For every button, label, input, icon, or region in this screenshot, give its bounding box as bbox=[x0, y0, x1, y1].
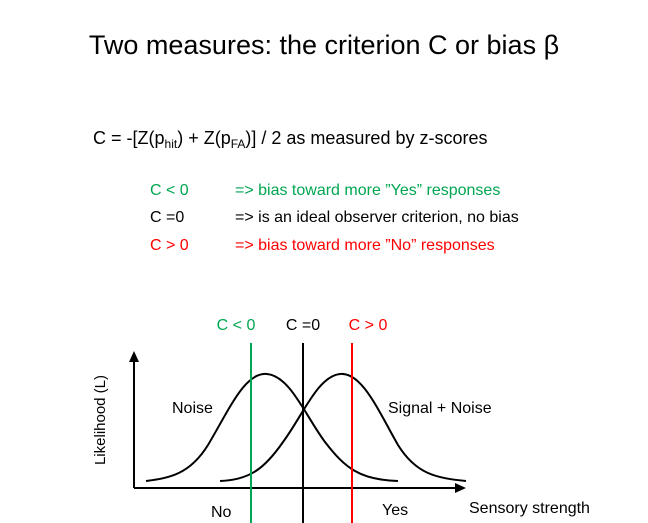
formula-middle: ) + Z(p bbox=[177, 128, 231, 148]
noise-distribution-curve bbox=[145, 372, 399, 482]
y-axis-arrow-icon bbox=[129, 351, 139, 362]
criterion-label-right: C > 0 bbox=[349, 317, 388, 334]
x-axis-label: Sensory strength bbox=[469, 500, 590, 517]
criterion-label-center: C =0 bbox=[286, 317, 320, 334]
formula-sub-hit: hit bbox=[164, 137, 178, 151]
slide-title: Two measures: the criterion C or bias β bbox=[88, 30, 560, 60]
rule-positive-condition: C > 0 bbox=[150, 237, 189, 254]
y-axis-label: Likelihood (L) bbox=[92, 375, 109, 465]
x-axis-arrow-icon bbox=[455, 483, 466, 493]
criterion-label-left: C < 0 bbox=[217, 317, 256, 334]
formula-prefix: C = -[Z(p bbox=[93, 128, 165, 148]
criterion-formula: C = -[Z(phit) + Z(pFA)] / 2 as measured … bbox=[93, 128, 488, 151]
formula-suffix: )] / 2 as measured by z-scores bbox=[245, 128, 488, 148]
rule-zero-description: => is an ideal observer criterion, no bi… bbox=[235, 209, 519, 226]
rule-negative-condition: C < 0 bbox=[150, 182, 189, 199]
signal-noise-label: Signal + Noise bbox=[388, 400, 492, 417]
yes-response-label: Yes bbox=[382, 502, 408, 519]
rule-zero-condition: C =0 bbox=[150, 209, 185, 226]
formula-sub-fa: FA bbox=[230, 137, 246, 151]
noise-label: Noise bbox=[172, 400, 213, 417]
rule-positive-description: => bias toward more ”No” responses bbox=[235, 237, 495, 254]
signal-distribution-curve bbox=[219, 372, 467, 482]
no-response-label: No bbox=[211, 504, 232, 521]
rule-negative-description: => bias toward more ”Yes” responses bbox=[235, 182, 501, 199]
